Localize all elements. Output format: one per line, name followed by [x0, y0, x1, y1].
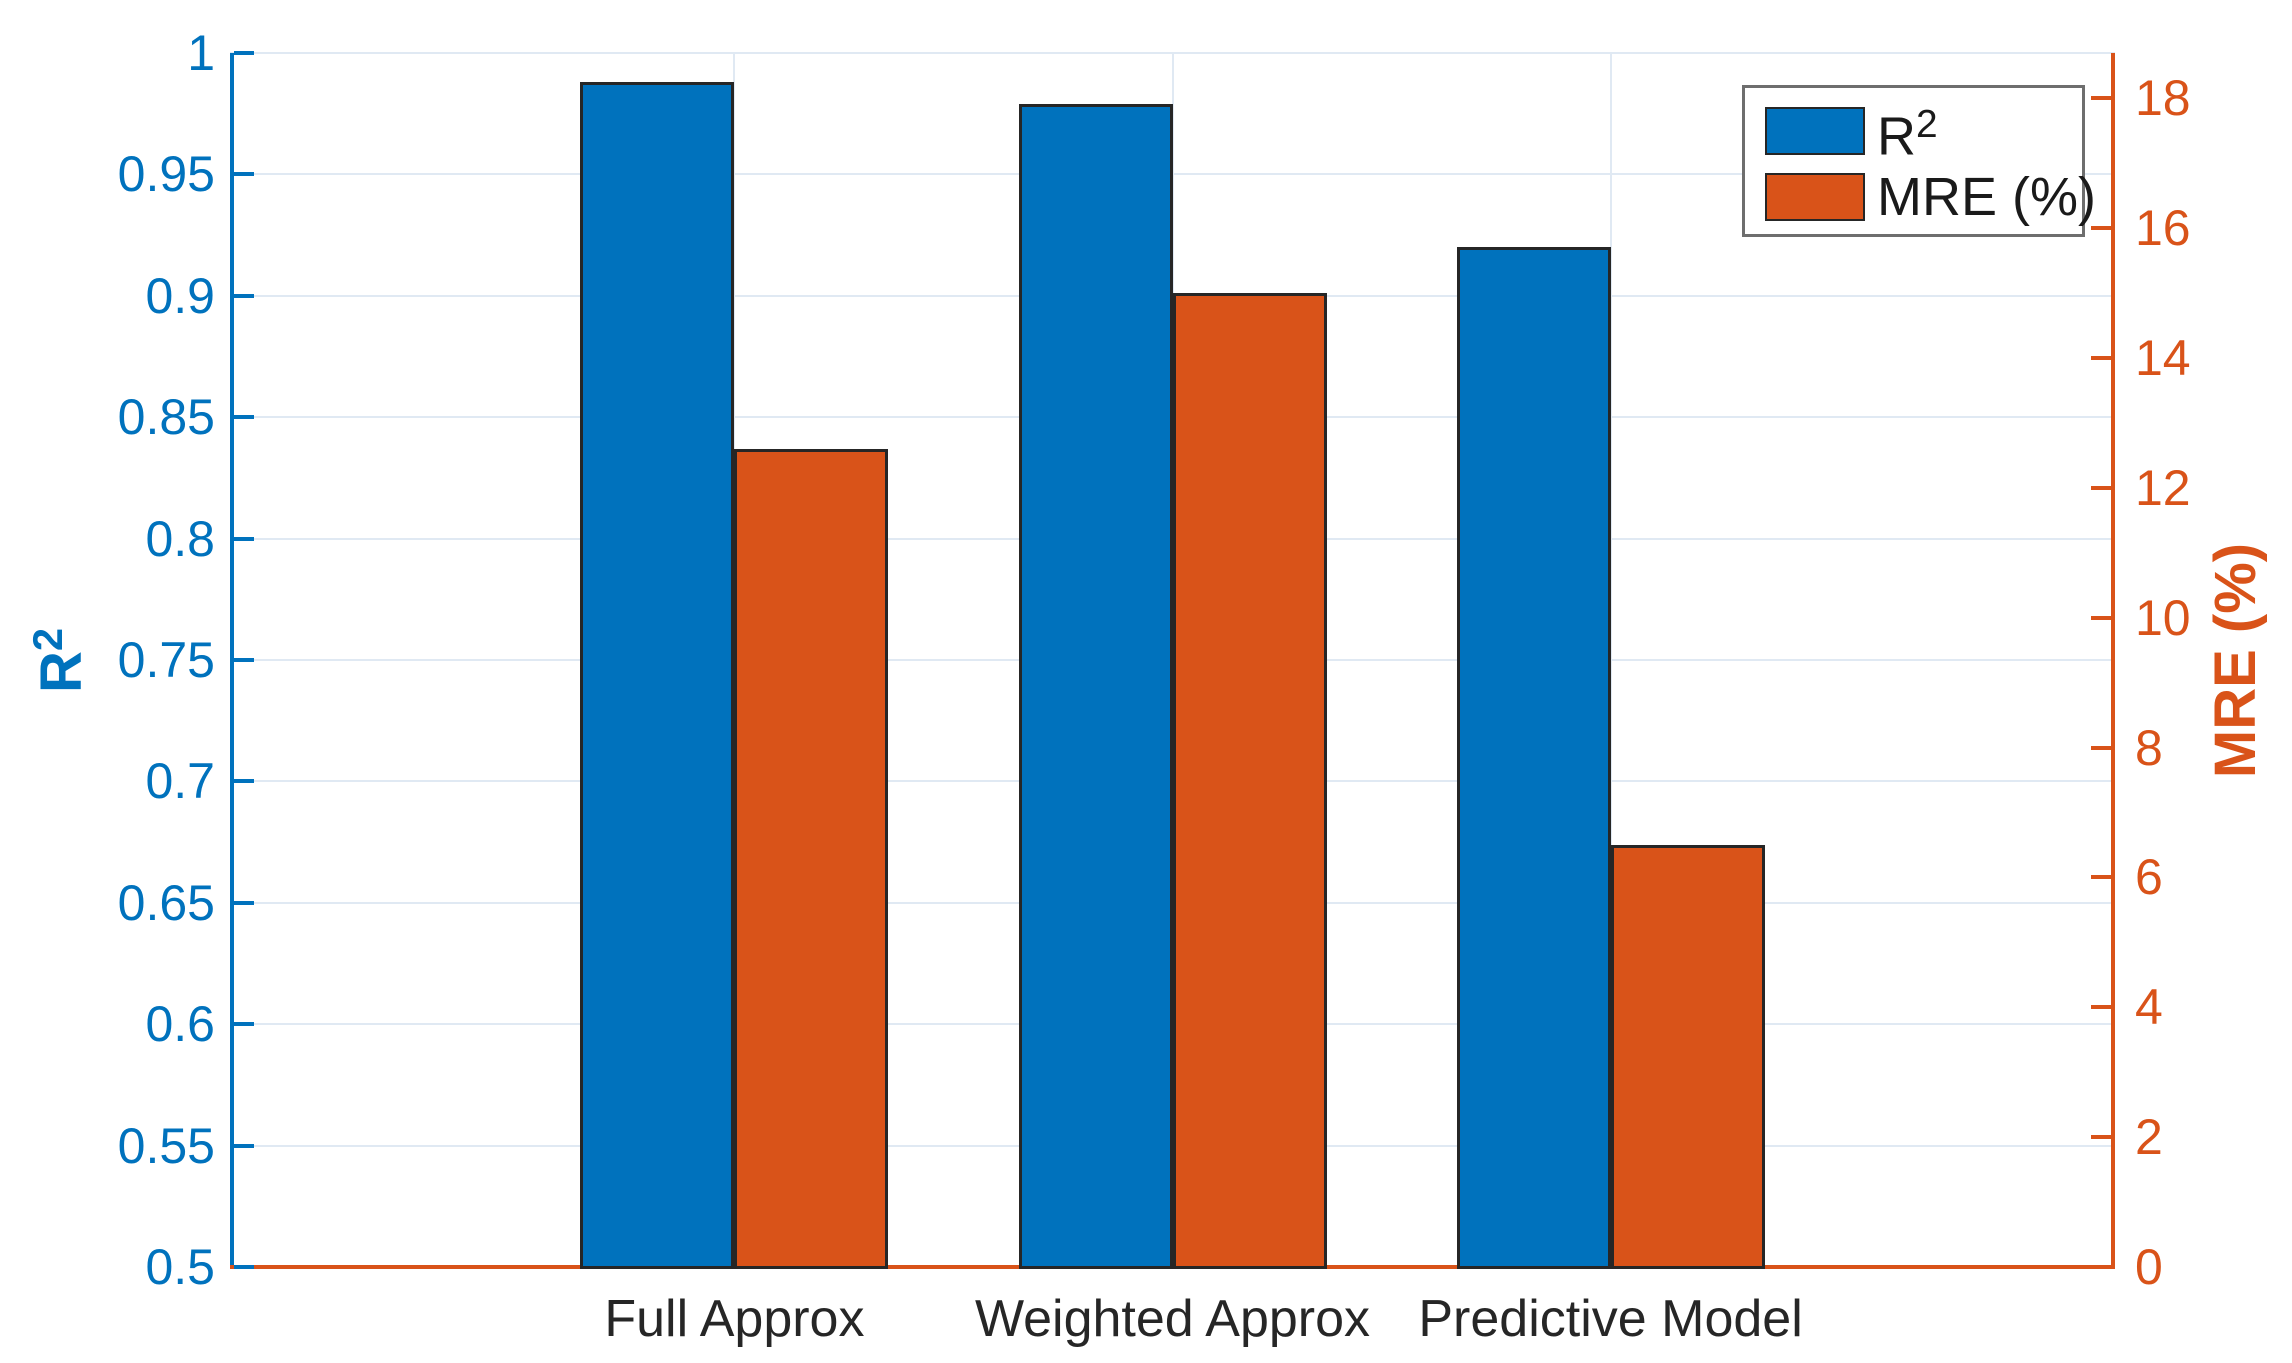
right-axis-tick	[2091, 485, 2111, 490]
left-axis-tick	[234, 51, 254, 55]
right-axis-tick	[2091, 1265, 2111, 1269]
left-axis-tick-label: 1	[187, 25, 215, 81]
legend-label-mre: MRE (%)	[1877, 166, 2096, 227]
right-axis-tick	[2091, 745, 2111, 750]
right-axis-spine	[2111, 53, 2115, 1269]
gridline-vertical	[1609, 53, 1612, 1267]
x-axis-category-label: Weighted Approx	[974, 1290, 1371, 1348]
left-axis-tick	[234, 1022, 254, 1027]
legend-item-r2: R2	[1765, 96, 2082, 167]
right-axis-tick-label: 6	[2135, 849, 2163, 906]
left-axis-tick	[234, 779, 254, 784]
right-axis-tick-label: 8	[2135, 719, 2163, 776]
bar-r2	[580, 82, 735, 1269]
right-axis-tick	[2091, 875, 2111, 880]
right-axis-tick-label: 12	[2135, 459, 2191, 516]
right-axis-tick-label: 16	[2135, 200, 2191, 257]
left-axis-tick	[234, 536, 254, 541]
left-axis-tick-label: 0.75	[117, 632, 215, 688]
legend-swatch-mre	[1765, 172, 1865, 221]
bar-mre	[1610, 845, 1765, 1269]
right-axis-tick-label: 0	[2135, 1239, 2163, 1295]
bar-mre	[734, 449, 889, 1269]
left-axis-tick-label: 0.5	[145, 1239, 215, 1295]
legend-swatch-r2	[1765, 106, 1865, 155]
bar-r2	[1456, 247, 1611, 1269]
legend-label-r2: R2	[1877, 103, 1938, 167]
right-axis-tick-label: 10	[2135, 589, 2191, 646]
left-axis-tick-label: 0.65	[117, 874, 215, 931]
left-axis-tick-label: 0.9	[145, 267, 215, 324]
left-axis-tick-label: 0.7	[145, 753, 215, 810]
legend: R2 MRE (%)	[1742, 85, 2096, 237]
left-axis-tick	[234, 172, 254, 177]
right-axis-tick	[2091, 96, 2111, 101]
left-axis-tick	[234, 900, 254, 905]
right-axis-tick	[2091, 226, 2111, 231]
left-axis-tick	[234, 1143, 254, 1148]
right-axis-tick-label: 4	[2135, 979, 2163, 1036]
right-axis-tick	[2091, 1135, 2111, 1140]
left-axis-tick-label: 0.85	[117, 389, 215, 446]
bar-mre	[1172, 293, 1327, 1269]
right-axis-tick	[2091, 1005, 2111, 1010]
x-axis-category-label: Full Approx	[604, 1290, 865, 1348]
right-axis-tick-label: 14	[2135, 330, 2191, 387]
left-axis-tick-label: 0.8	[145, 510, 215, 567]
left-axis-tick	[234, 1265, 254, 1269]
right-axis-tick	[2091, 356, 2111, 361]
bar-r2	[1018, 103, 1173, 1269]
x-axis-category-label: Predictive Model	[1418, 1290, 1803, 1348]
legend-item-mre: MRE (%)	[1765, 168, 2096, 226]
left-axis-tick	[234, 658, 254, 662]
left-axis-tick-label: 0.95	[117, 146, 215, 203]
left-axis-tick-label: 0.55	[117, 1117, 215, 1174]
right-axis-tick-label: 2	[2135, 1109, 2163, 1166]
left-axis-tick-label: 0.6	[145, 996, 215, 1053]
left-axis-tick	[234, 293, 254, 298]
left-axis-tick	[234, 415, 254, 420]
right-axis-tick-label: 18	[2135, 70, 2191, 127]
right-axis-tick	[2091, 615, 2111, 620]
left-axis-spine	[230, 53, 234, 1269]
